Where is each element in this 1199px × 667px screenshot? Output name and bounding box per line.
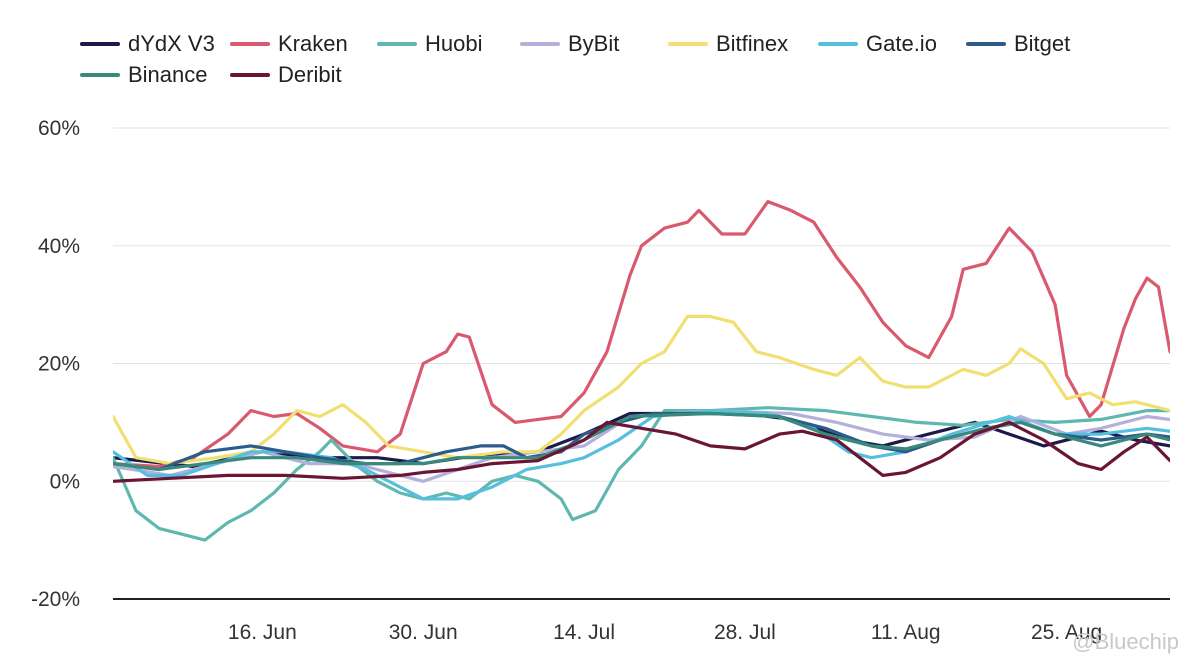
x-tick-label: 30. Jun [389, 621, 458, 644]
y-tick-label: 0% [50, 470, 80, 493]
legend-swatch [80, 42, 120, 46]
legend-label: Binance [128, 62, 208, 87]
legend-item-bybit[interactable]: ByBit [520, 30, 619, 58]
x-tick-label: 16. Jun [228, 621, 297, 644]
y-tick-label: 20% [38, 353, 80, 376]
legend-label: Bitget [1014, 31, 1071, 56]
y-tick-label: -20% [31, 588, 80, 611]
legend-item-dydx-v3[interactable]: dYdX V3 [80, 30, 215, 58]
legend-swatch [966, 42, 1006, 46]
series-line-deribit [113, 420, 1170, 483]
legend-item-gate-io[interactable]: Gate.io [818, 30, 937, 58]
x-tick-label: 11. Aug [871, 621, 941, 644]
legend-item-huobi[interactable]: Huobi [377, 30, 482, 58]
legend-swatch [80, 73, 120, 77]
x-tick-label: 14. Jul [553, 621, 615, 644]
y-tick-label: 40% [38, 235, 80, 258]
x-tick-label: 28. Jul [714, 621, 776, 644]
legend-label: Bitfinex [716, 31, 789, 56]
legend-swatch [818, 42, 858, 46]
x-tick-label: 25. Aug [1031, 621, 1102, 644]
watermark-text: @Bluechip [1072, 629, 1179, 654]
legend-item-bitfinex[interactable]: Bitfinex [668, 30, 788, 58]
legend-item-deribit[interactable]: Deribit [230, 61, 342, 89]
legend-label: dYdX V3 [128, 31, 215, 56]
legend-swatch [230, 73, 270, 77]
legend-item-binance[interactable]: Binance [80, 61, 208, 89]
y-axis-tick-labels: -20% 0% 20% 40% 60% [31, 117, 80, 611]
legend-item-bitget[interactable]: Bitget [966, 30, 1070, 58]
x-axis-tick-labels: 16. Jun 30. Jun 14. Jul 28. Jul 11. Aug 25. A… [228, 621, 1102, 644]
legend-label: Kraken [278, 31, 348, 56]
legend-swatch [377, 42, 417, 46]
series-lines [113, 200, 1170, 542]
legend-item-kraken[interactable]: Kraken [230, 30, 348, 58]
legend-label: Huobi [425, 31, 483, 56]
series-line-binance [113, 411, 1170, 472]
series-line-huobi [113, 406, 1170, 542]
legend-label: ByBit [568, 31, 620, 56]
legend-swatch [520, 42, 560, 46]
legend-label: Deribit [278, 62, 342, 87]
series-line-bitfinex [113, 314, 1170, 466]
y-tick-label: 60% [38, 117, 80, 140]
legend-swatch [230, 42, 270, 46]
legend-swatch [668, 42, 708, 46]
legend-label: Gate.io [866, 31, 937, 56]
